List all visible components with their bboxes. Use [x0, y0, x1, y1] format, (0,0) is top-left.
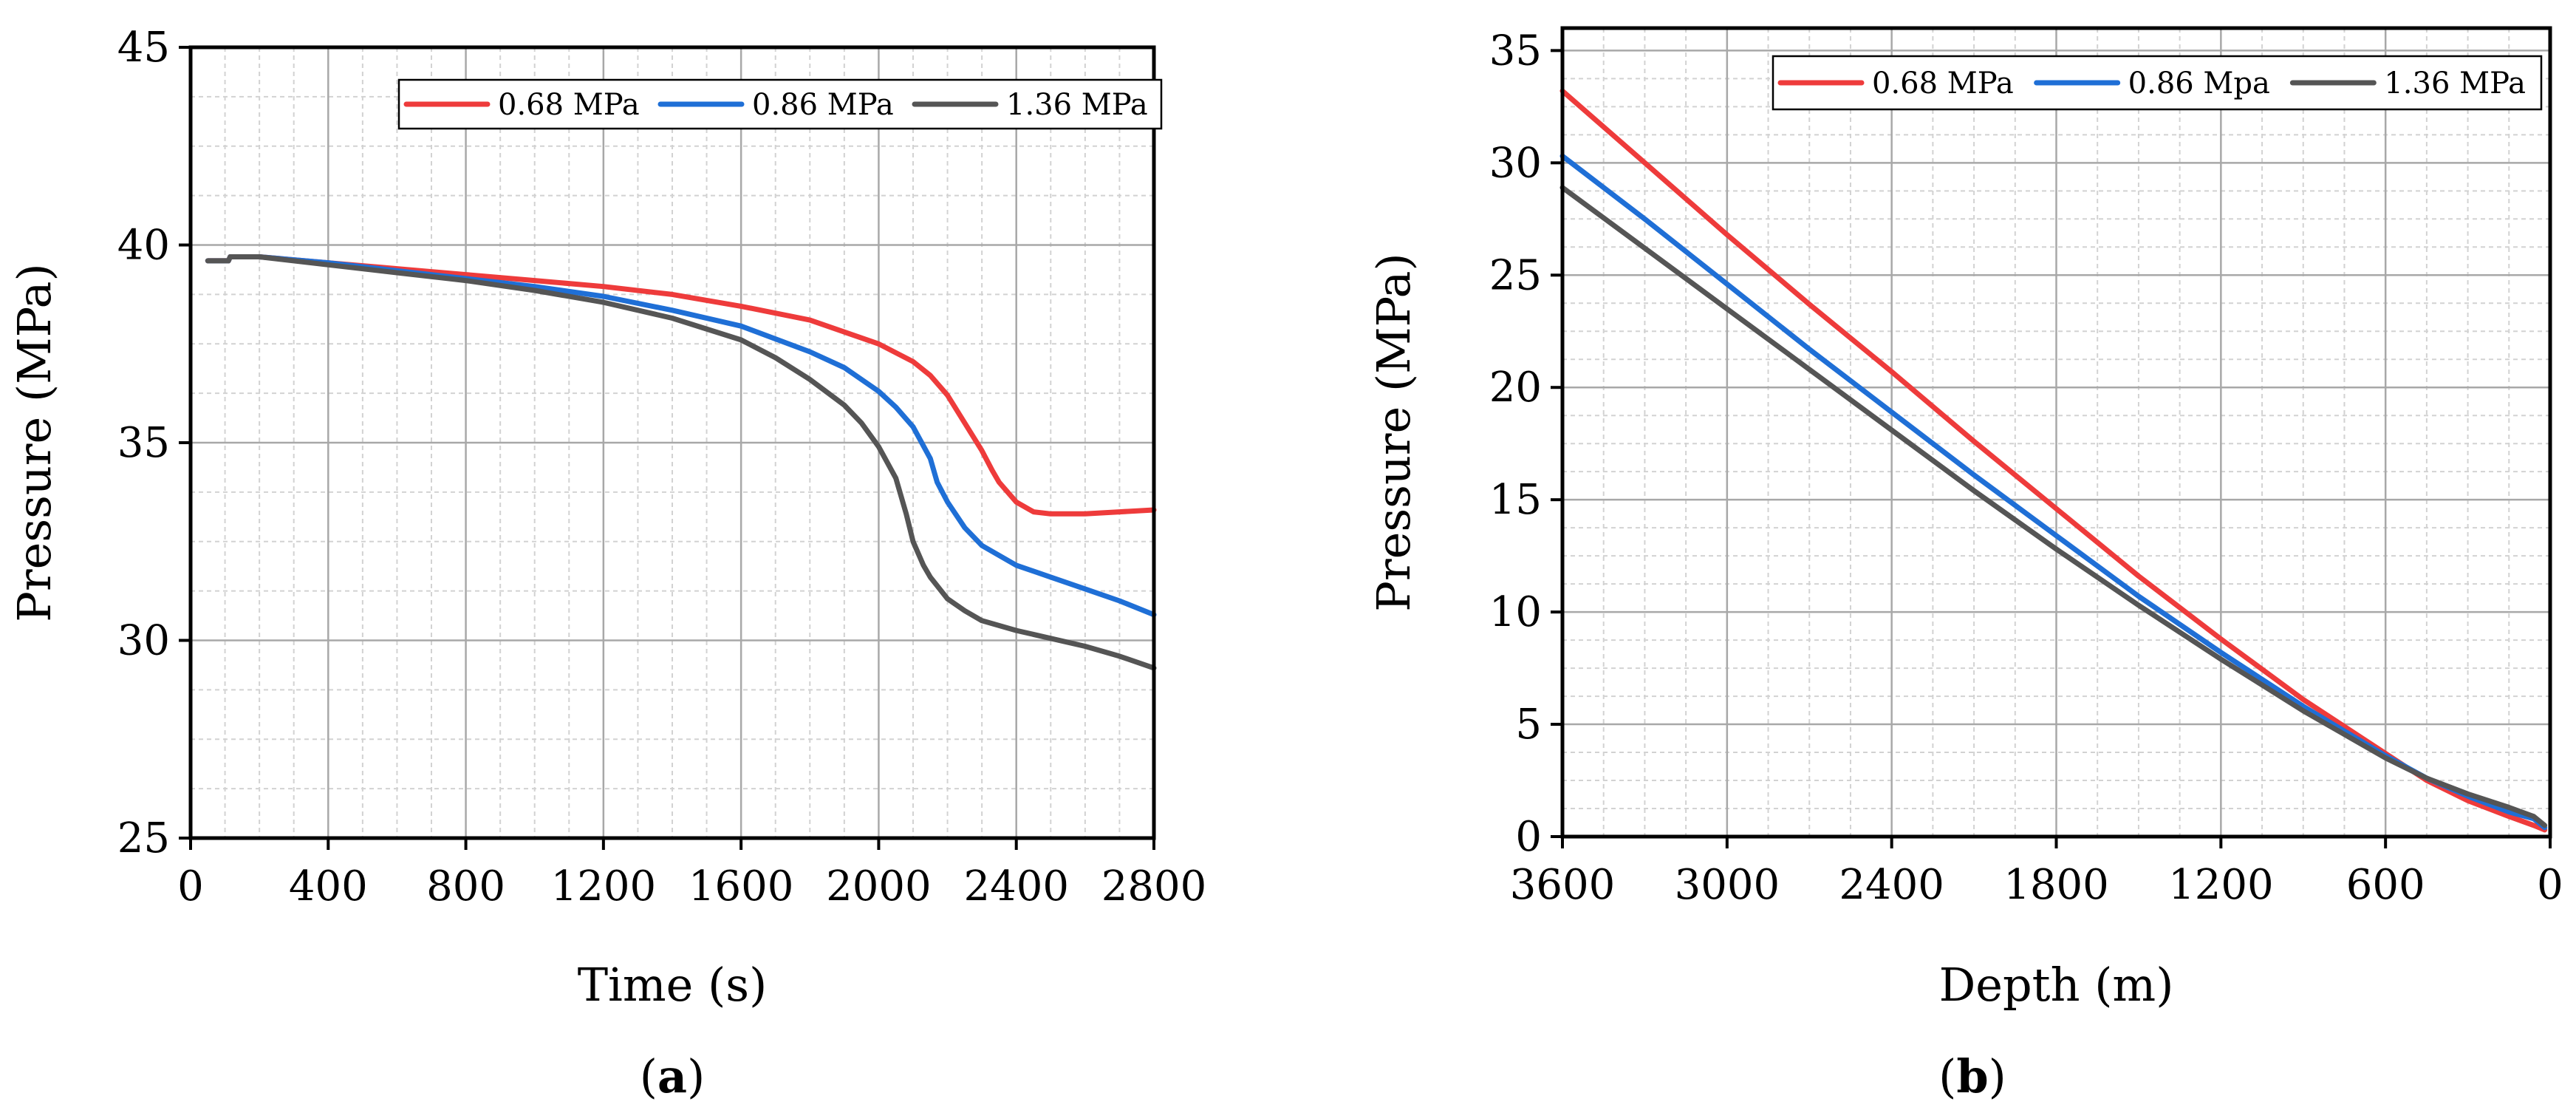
x-tick-label: 800 — [426, 862, 505, 911]
x-tick-label: 0 — [2537, 861, 2563, 909]
y-axis-title: Pressure (MPa) — [1367, 253, 1421, 611]
panel-label: (b) — [1938, 1049, 2006, 1103]
x-axis-title: Time (s) — [578, 958, 768, 1012]
y-tick-label: 0 — [1515, 813, 1542, 861]
x-tick-label: 2400 — [963, 862, 1069, 911]
x-tick-label: 2400 — [1839, 861, 1944, 909]
x-tick-label: 1600 — [689, 862, 794, 911]
legend-label-1: 0.68 MPa — [1872, 67, 2014, 101]
legend-label-3: 1.36 MPa — [1006, 88, 1148, 122]
x-axis-title: Depth (m) — [1939, 958, 2174, 1012]
legend-label-2: 0.86 Mpa — [2128, 67, 2270, 101]
series-line-2 — [1559, 153, 2548, 831]
y-tick-label: 20 — [1489, 364, 1542, 412]
y-tick-label: 5 — [1515, 701, 1542, 749]
series-line-3 — [205, 254, 1157, 671]
y-tick-label: 25 — [1489, 251, 1542, 299]
x-tick-label: 0 — [177, 862, 204, 911]
y-tick-label: 35 — [1489, 27, 1542, 75]
series-line-3 — [1559, 185, 2548, 828]
legend-box — [1772, 55, 2543, 111]
legend-box — [397, 78, 1163, 130]
x-tick-label: 1200 — [2168, 861, 2274, 909]
y-tick-label: 30 — [1489, 139, 1542, 187]
y-tick-label: 15 — [1489, 476, 1542, 524]
chart-panel-a: 0 400 800 1200 1600 2000 2400 2800 25 30 35 40 45 Tim… — [7, 24, 1206, 1103]
x-tick-label: 2000 — [826, 862, 932, 911]
y-tick-label: 40 — [117, 222, 170, 270]
chart-panel-b: 3600 3000 2400 1800 1200 600 0 0 5 10 15 20 25 30 35 De… — [1367, 26, 2563, 1103]
y-tick-label: 10 — [1489, 588, 1542, 636]
y-tick-label: 35 — [117, 419, 170, 467]
panel-label: (a) — [640, 1049, 706, 1103]
y-tick-label: 30 — [117, 617, 170, 665]
series-line-2 — [205, 254, 1157, 618]
x-tick-label: 1800 — [2003, 861, 2109, 909]
legend-label-2: 0.86 MPa — [752, 88, 894, 122]
y-tick-label: 25 — [117, 814, 170, 862]
legend-label-1: 0.68 MPa — [498, 88, 640, 122]
x-tick-label: 2800 — [1101, 862, 1207, 911]
series-line-1 — [1559, 88, 2548, 833]
y-tick-label: 45 — [117, 24, 170, 72]
x-tick-label: 600 — [2346, 861, 2425, 909]
x-tick-label: 1200 — [551, 862, 657, 911]
series-line-1 — [205, 254, 1157, 517]
y-axis-title: Pressure (MPa) — [7, 263, 61, 622]
legend-label-3: 1.36 MPa — [2384, 67, 2526, 101]
x-tick-label: 3000 — [1675, 861, 1780, 909]
x-tick-label: 3600 — [1510, 861, 1616, 909]
x-tick-label: 400 — [289, 862, 368, 911]
